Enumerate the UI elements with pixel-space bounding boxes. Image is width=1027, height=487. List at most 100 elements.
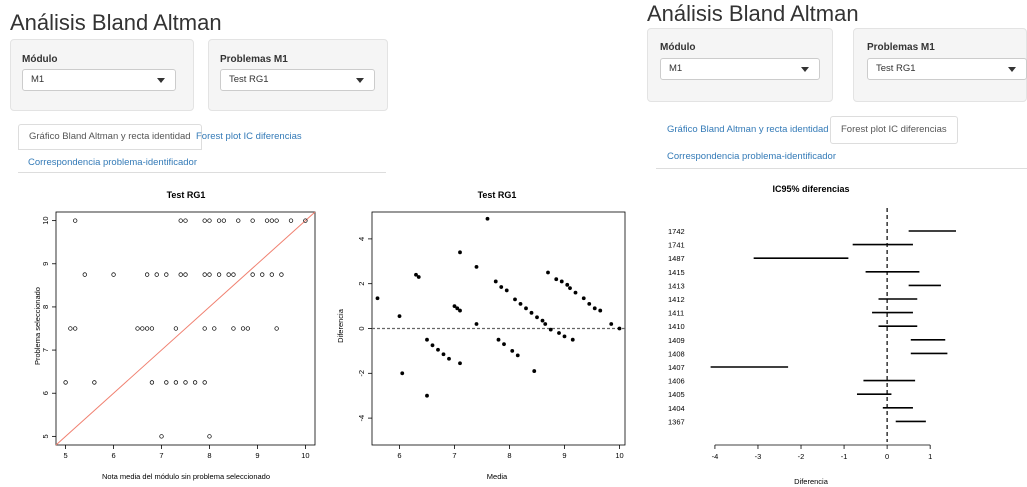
chart2-point: [559, 279, 564, 284]
chart3-row-label: 1404: [668, 404, 685, 413]
chart2-point: [458, 250, 462, 255]
chart1-point: [240, 326, 246, 331]
chart2-point: [452, 304, 457, 308]
chart2-point: [496, 337, 501, 342]
left-problemas-well: Problemas M1 Test RG1: [208, 39, 388, 111]
chart2-point: [458, 361, 462, 366]
chart1-point: [279, 272, 284, 277]
chart2-point: [546, 270, 550, 275]
chart3-x-tick-label: -1: [841, 452, 848, 461]
chart2-point: [430, 343, 435, 348]
chart1-point: [212, 326, 217, 331]
chart1-point: [82, 272, 87, 277]
right-problemas-select[interactable]: Test RG1: [867, 58, 1027, 80]
chart1-point: [144, 326, 150, 331]
chart1-point: [274, 218, 279, 223]
chart3-row-label: 1367: [668, 417, 685, 426]
chart2-point: [485, 216, 490, 221]
chart2-point: [400, 371, 405, 376]
chart2-point: [441, 352, 446, 357]
chart2-y-tick-label: 4: [357, 237, 366, 241]
chart1-point: [202, 218, 207, 223]
right-problemas-well: Problemas M1 Test RG1: [853, 28, 1027, 102]
chart3-row-label: 1487: [668, 254, 685, 263]
chart3-x-tick-label: -3: [755, 452, 762, 461]
chart1-x-tick-label: 5: [64, 451, 68, 460]
left-problemas-select[interactable]: Test RG1: [220, 69, 375, 91]
chart2-x-tick-label: 9: [562, 451, 566, 460]
right-modulo-select[interactable]: M1: [660, 58, 820, 80]
chart2-ylabel: Diferencia: [336, 308, 345, 343]
chart1-point: [73, 326, 78, 331]
chart1-point: [202, 272, 207, 277]
chart1-x-tick-label: 10: [301, 451, 309, 460]
left-page-title: Análisis Bland Altman: [10, 10, 222, 35]
left-problemas-label: Problemas M1: [220, 54, 288, 65]
chart2-point: [548, 327, 553, 332]
left-tabs-divider: [18, 172, 386, 173]
chart1-y-tick-label: 8: [41, 305, 50, 309]
chart2-y-tick-label: 0: [357, 326, 366, 330]
chart2-point: [518, 301, 523, 306]
left-tab-correspondencia[interactable]: Correspondencia problema-identificador: [28, 157, 197, 168]
chart1-point: [245, 326, 251, 331]
chart1-point: [63, 380, 68, 385]
chart1-point: [207, 434, 212, 439]
chart2-point: [581, 296, 586, 301]
chart2-x-tick-label: 8: [507, 451, 511, 460]
chart3-row-label: 1405: [668, 390, 685, 399]
right-tab-correspondencia[interactable]: Correspondencia problema-identificador: [667, 151, 836, 162]
chart2-x-tick-label: 10: [615, 451, 623, 460]
bland-altman-chart: Test RG1 Media Diferencia 6 7 8 9 10 -4 -2 0 2 4: [336, 190, 626, 481]
chart2-point: [474, 322, 479, 326]
left-tab-bland-altman[interactable]: Gráfico Bland Altman y recta identidad: [18, 124, 202, 150]
right-modulo-well: Módulo M1: [647, 28, 833, 102]
chart2-point: [502, 342, 506, 347]
chart1-x-tick-label: 9: [255, 451, 259, 460]
chart1-point: [173, 380, 179, 385]
chart2-point: [543, 322, 548, 326]
chart1-point: [236, 218, 241, 223]
chart2-point: [573, 290, 578, 295]
chart2-point: [598, 308, 603, 313]
chart2-point: [557, 331, 561, 335]
chart1-plot-box: [55, 211, 316, 446]
chart1-point: [135, 326, 140, 331]
chart2-point: [513, 297, 517, 302]
chart1-point: [264, 218, 270, 223]
chart3-row-label: 1409: [668, 336, 685, 345]
chart3-row-label: 1410: [668, 322, 685, 331]
right-tab-bland-altman[interactable]: Gráfico Bland Altman y recta identidad: [667, 124, 829, 135]
left-modulo-select[interactable]: M1: [22, 69, 176, 91]
left-tab-forest-plot[interactable]: Forest plot IC diferencias: [196, 131, 302, 142]
chart2-point: [510, 349, 515, 353]
chart2-point: [375, 296, 380, 301]
chevron-down-icon: [801, 67, 809, 72]
chart1-x-tick-label: 7: [159, 451, 163, 460]
right-tab-forest-plot[interactable]: Forest plot IC diferencias: [830, 116, 958, 144]
chart1-point: [73, 218, 78, 223]
chevron-down-icon: [356, 78, 364, 83]
chart1-point: [178, 218, 183, 223]
chart1-point: [164, 380, 169, 385]
chart3-row-label: 1413: [668, 281, 685, 290]
chart1-point: [269, 218, 274, 223]
chart1-point: [207, 218, 212, 223]
chart2-point: [425, 393, 429, 398]
chart1-xlabel: Nota media del módulo sin problema selec…: [102, 472, 270, 481]
chart2-point: [504, 288, 509, 293]
chart1-y-tick-label: 5: [41, 434, 50, 438]
right-modulo-value: M1: [669, 63, 683, 74]
chart1-point: [260, 272, 265, 277]
chart1-x-tick-label: 6: [111, 451, 115, 460]
chart3-row-label: 1412: [668, 295, 685, 304]
chart2-point: [425, 337, 429, 342]
chart2-x-tick-label: 7: [452, 451, 456, 460]
chart1-y-tick-label: 6: [41, 391, 50, 395]
chart2-point: [554, 277, 559, 282]
chart1-point: [111, 272, 116, 277]
chart2-point: [447, 356, 451, 361]
chart1-point: [183, 380, 188, 385]
chart1-point: [303, 218, 308, 223]
chart1-point: [173, 326, 179, 331]
